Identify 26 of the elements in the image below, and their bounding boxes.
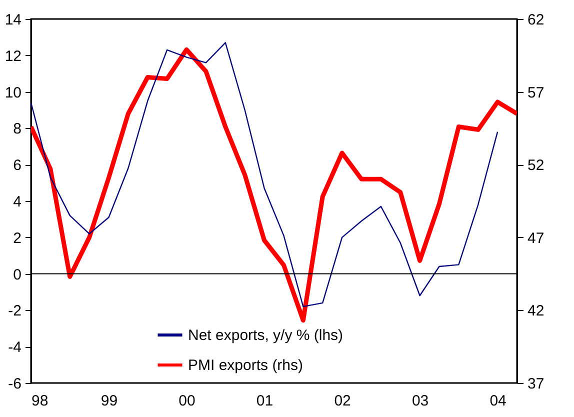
y2-tick-label: 37 <box>528 376 544 392</box>
y-tick-label: 4 <box>13 194 22 210</box>
y-tick-label: 6 <box>13 157 22 174</box>
y-tick-label: 0 <box>13 266 22 284</box>
y-tick-label: 10 <box>4 84 22 102</box>
y2-tick-label: 47 <box>528 230 544 247</box>
x-tick-label: 98 <box>32 392 48 410</box>
x-tick-label: 00 <box>178 392 196 410</box>
x-tick-label: 99 <box>100 392 118 410</box>
legend-label: PMI exports (rhs) <box>188 357 304 374</box>
x-tick-label: 02 <box>334 392 351 410</box>
x-tick-label: 04 <box>490 392 506 410</box>
legend-label: Net exports, y/y % (lhs) <box>188 327 344 344</box>
y-tick-label: -2 <box>8 302 22 320</box>
y2-tick-label: 42 <box>528 302 544 320</box>
y-tick-label: 14 <box>4 12 22 28</box>
y2-tick-label: 57 <box>528 84 544 102</box>
y-tick-label: 8 <box>13 120 22 138</box>
y-tick-label: 2 <box>13 230 22 247</box>
y2-tick-label: 52 <box>528 157 544 174</box>
y2-tick-label: 62 <box>528 12 544 28</box>
y-tick-label: -6 <box>8 376 22 392</box>
x-tick-label: 01 <box>256 392 274 410</box>
x-tick-label: 03 <box>412 392 429 410</box>
y-tick-label: 12 <box>4 48 22 65</box>
y-tick-label: -4 <box>8 339 22 356</box>
